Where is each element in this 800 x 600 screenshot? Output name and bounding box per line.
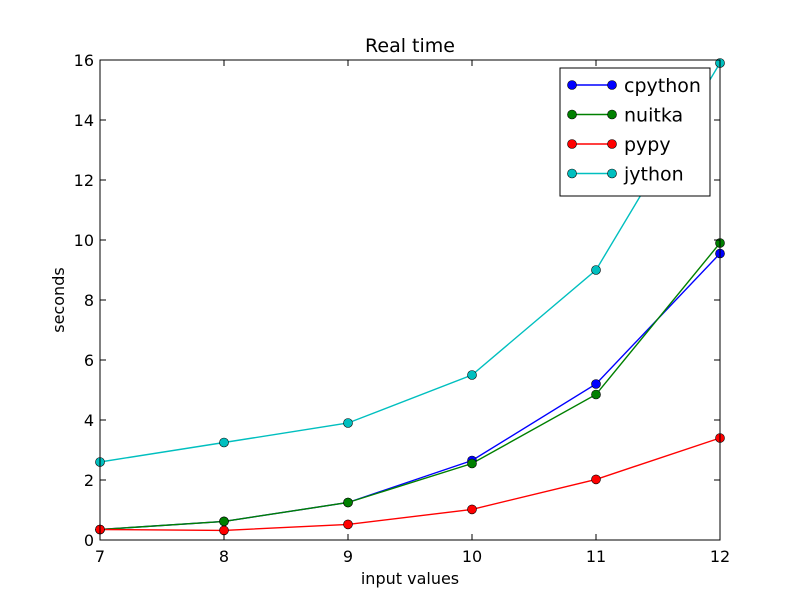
data-point-pypy (467, 504, 477, 515)
data-point-nuitka (219, 516, 229, 527)
data-point-cpython (591, 379, 601, 389)
data-point-pypy (591, 474, 601, 485)
x-tick-label: 8 (219, 547, 229, 566)
data-point-pypy (343, 519, 353, 530)
series-layer (95, 58, 725, 536)
legend-label-pypy: pypy (624, 134, 671, 156)
y-tick-label: 4 (84, 411, 94, 430)
legend-marker-nuitka (607, 109, 617, 120)
x-tick-label: 12 (710, 547, 730, 566)
series-line-jython (99, 62, 721, 463)
y-axis: 0 2 4 6 8 10 12 14 16 (74, 51, 720, 550)
y-tick-label: 8 (84, 291, 94, 310)
x-tick-label: 9 (343, 547, 353, 566)
data-point-jython (467, 370, 477, 380)
y-tick-label: 12 (74, 171, 94, 190)
data-point-pypy (219, 525, 229, 536)
legend-marker-nuitka (567, 109, 577, 120)
legend-box (559, 67, 711, 197)
legend-marker-cpython (607, 80, 617, 90)
x-axis-label: input values (361, 569, 459, 588)
legend-marker-jython (607, 168, 617, 179)
y-tick-label: 10 (74, 231, 94, 250)
y-axis-label: seconds (49, 267, 68, 332)
legend-label-nuitka: nuitka (624, 105, 683, 127)
data-point-nuitka (591, 389, 601, 400)
data-point-jython (219, 437, 229, 448)
data-point-jython (591, 265, 601, 275)
legend-marker-pypy (567, 139, 577, 149)
legend-marker-pypy (607, 139, 617, 149)
y-tick-label: 0 (84, 531, 94, 550)
legend-label-jython: jython (623, 164, 684, 186)
y-tick-label: 2 (84, 471, 94, 490)
x-tick-label: 11 (586, 547, 606, 566)
legend-marker-cpython (567, 80, 577, 90)
x-axis: 7 8 9 10 11 12 (95, 60, 730, 566)
chart-title: Real time (365, 35, 455, 57)
y-tick-label: 16 (74, 51, 94, 70)
data-point-jython (343, 418, 353, 428)
x-tick-label: 10 (462, 547, 482, 566)
data-point-nuitka (343, 497, 353, 508)
series-line-nuitka (99, 242, 721, 531)
legend-marker-jython (567, 168, 577, 179)
data-point-nuitka (467, 458, 477, 469)
y-tick-label: 6 (84, 351, 94, 370)
x-tick-label: 7 (95, 547, 105, 566)
legend: cpython nuitka pypy jython (559, 67, 711, 197)
series-line-pypy (99, 437, 721, 532)
legend-label-cpython: cpython (624, 75, 701, 97)
y-tick-label: 14 (74, 111, 94, 130)
